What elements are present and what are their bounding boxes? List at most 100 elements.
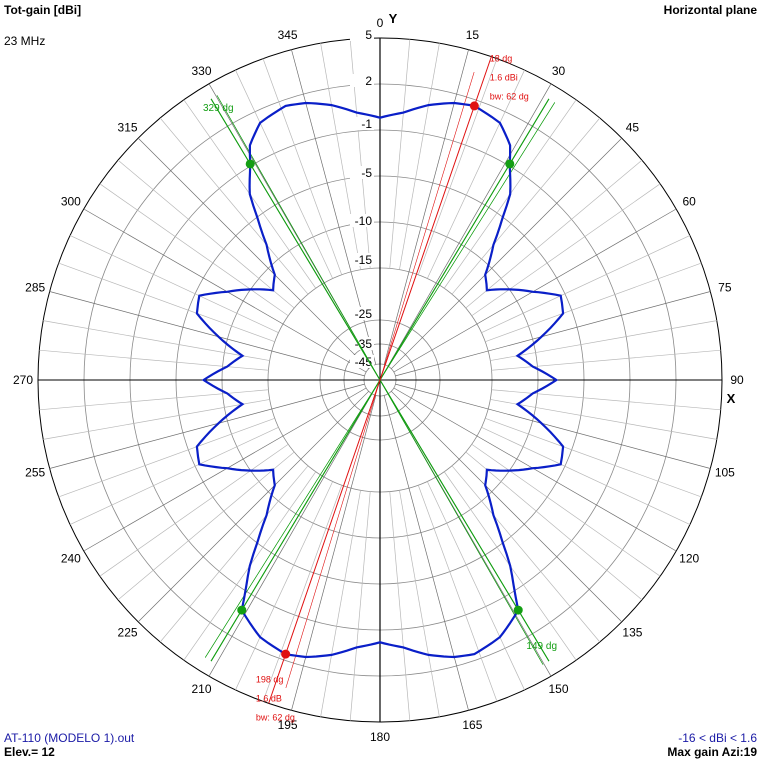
grid-spoke xyxy=(427,69,525,279)
grid-spoke xyxy=(235,69,333,279)
grid-spoke xyxy=(383,49,469,365)
grid-spoke xyxy=(490,399,717,440)
grid-spoke xyxy=(451,117,601,295)
grid-spoke xyxy=(383,395,469,711)
angle-labels: 0153045607590105120135150165180195210225… xyxy=(13,16,744,744)
ring-labels: 52-1-5-10-15-25-35-45 xyxy=(350,28,374,369)
max-gain-annotation: 198 dg xyxy=(256,675,284,685)
ring-label: 2 xyxy=(365,74,372,88)
grid-spoke xyxy=(49,383,365,469)
angle-label: 195 xyxy=(278,718,298,732)
angle-label: 150 xyxy=(548,682,568,696)
elevation-label: Elev.= 12 xyxy=(4,745,55,759)
grid-spoke xyxy=(69,427,279,525)
angle-label: 180 xyxy=(370,730,390,744)
ring-label-bg xyxy=(350,214,374,227)
ring-label-bg xyxy=(350,253,374,266)
gain-range-label: -16 < dBi < 1.6 xyxy=(678,731,757,745)
max-gain-marker xyxy=(469,101,479,111)
max-gain-label: Max gain Azi:19 xyxy=(667,745,757,759)
grid-spoke xyxy=(471,183,661,317)
grid-spoke xyxy=(117,159,295,309)
grid-spoke xyxy=(159,465,309,643)
max-gain-annotation: bw: 62 dg xyxy=(490,91,529,101)
plane-label: Horizontal plane xyxy=(663,3,757,17)
ring-label: -35 xyxy=(355,337,373,351)
grid-spoke xyxy=(137,137,369,369)
max-gain-annotation: 1.6 dB xyxy=(256,694,282,704)
grid-spoke xyxy=(291,395,377,711)
angle-label: 210 xyxy=(191,682,211,696)
grid-spoke xyxy=(262,58,343,275)
max-gain-annotation: bw: 62 dg xyxy=(256,713,295,723)
markers xyxy=(237,101,523,659)
reference-lines: 329 dg 149 dg 18 dg 1.6 dBi bw: 62 dg 198 dg 1… xyxy=(203,53,557,722)
angle-label: 45 xyxy=(626,121,640,135)
beamwidth-label: 149 dg xyxy=(526,641,557,652)
grid-spoke xyxy=(39,349,269,371)
max-gain-line xyxy=(285,71,475,689)
grid-spoke xyxy=(235,481,333,691)
y-axis-label: Y xyxy=(389,11,398,26)
ring-label-bg xyxy=(350,307,374,320)
angle-label: 105 xyxy=(715,465,735,479)
max-gain-annotation: 18 dg xyxy=(490,53,513,63)
grid-spoke xyxy=(417,58,498,275)
polar-grid xyxy=(37,37,723,723)
grid-spoke xyxy=(320,490,361,717)
ring-label: -25 xyxy=(355,307,373,321)
beamwidth-marker xyxy=(237,605,247,615)
grid-spoke xyxy=(490,320,717,361)
grid-spoke xyxy=(491,349,721,371)
angle-label: 75 xyxy=(718,281,732,295)
frequency-label: 23 MHz xyxy=(4,34,46,48)
grid-spoke xyxy=(391,137,623,369)
beamwidth-marker xyxy=(505,159,515,169)
angle-label: 60 xyxy=(682,195,696,209)
beamwidth-marker xyxy=(245,159,255,169)
grid-spoke xyxy=(43,399,270,440)
ring-label-bg xyxy=(350,74,374,87)
grid-spoke xyxy=(49,291,365,377)
grid-spoke xyxy=(58,262,275,343)
angle-label: 345 xyxy=(278,28,298,42)
grid-spoke xyxy=(262,485,343,702)
ring-label: -5 xyxy=(361,166,372,180)
grid-spoke xyxy=(393,208,677,373)
grid-spoke xyxy=(117,451,295,601)
grid-spoke xyxy=(399,43,440,270)
grid-spoke xyxy=(481,427,691,525)
gain-pattern xyxy=(195,101,565,659)
angle-label: 315 xyxy=(118,121,138,135)
angle-label: 0 xyxy=(377,16,384,30)
ring-label: -1 xyxy=(361,117,372,131)
grid-spoke xyxy=(387,83,552,367)
angle-label: 90 xyxy=(730,373,744,387)
grid-spoke xyxy=(417,485,498,702)
grid-spoke xyxy=(481,235,691,333)
grid-spoke xyxy=(389,491,411,721)
grid-spoke xyxy=(465,451,643,601)
x-axis-label: X xyxy=(727,391,736,406)
ring-label: -15 xyxy=(355,253,373,267)
grid-spoke xyxy=(58,417,275,498)
ring-label-bg xyxy=(350,117,374,130)
gain-pattern-line xyxy=(195,101,565,659)
grid-spoke xyxy=(393,387,677,552)
angle-label: 15 xyxy=(466,28,480,42)
angle-label: 330 xyxy=(191,64,211,78)
ring-label: -10 xyxy=(355,214,373,228)
grid-spoke xyxy=(395,291,711,377)
ring-label-bg xyxy=(350,355,374,368)
grid-spoke xyxy=(43,320,270,361)
angle-label: 135 xyxy=(622,625,642,639)
angle-label: 300 xyxy=(61,195,81,209)
grid-spoke xyxy=(69,235,279,333)
grid-spoke xyxy=(491,389,721,411)
grid-spoke xyxy=(320,43,361,270)
grid-spoke xyxy=(395,383,711,469)
grid-spoke xyxy=(208,393,373,677)
grid-spoke xyxy=(389,39,411,269)
file-name: AT-110 (MODELO 1).out xyxy=(4,731,135,745)
